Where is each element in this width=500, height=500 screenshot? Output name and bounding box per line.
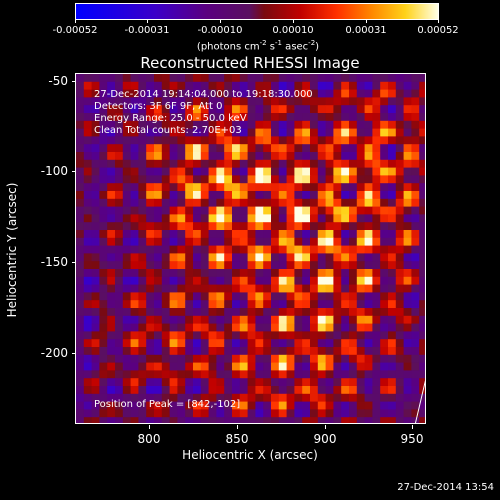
- plot-title: Reconstructed RHESSI Image: [140, 54, 360, 72]
- detectors-annotation: Detectors: 3F 6F 9F, Att 0: [94, 101, 223, 112]
- time-range-annotation: 27-Dec-2014 19:14:04.000 to 19:18:30.000: [94, 89, 313, 100]
- colorbar-tick: [293, 19, 294, 23]
- x-tick: [149, 425, 150, 429]
- energy-annotation: Energy Range: 25.0 - 50.0 keV: [94, 113, 247, 124]
- colorbar-tick-label: 0.00052: [417, 25, 459, 36]
- y-tick: [72, 262, 76, 263]
- colorbar: [75, 3, 439, 20]
- colorbar-tick-label: 0.00031: [345, 25, 387, 36]
- y-axis-title: Heliocentric Y (arcsec): [5, 182, 19, 318]
- x-tick: [412, 425, 413, 429]
- y-tick: [72, 353, 76, 354]
- peak-position-annotation: Position of Peak = [842,-102]: [94, 399, 241, 410]
- y-tick-label: -100: [40, 164, 68, 178]
- x-tick-label: 850: [225, 432, 249, 446]
- timestamp: 27-Dec-2014 13:54: [397, 482, 494, 493]
- rhessi-image-map: [76, 74, 425, 423]
- x-tick-label: 800: [137, 432, 161, 446]
- y-tick: [72, 81, 76, 82]
- colorbar-tick: [220, 19, 221, 23]
- colorbar-tick-label: -0.00010: [197, 25, 243, 36]
- image-plot[interactable]: 27-Dec-2014 19:14:04.000 to 19:18:30.000…: [75, 73, 426, 424]
- y-tick-label: -50: [48, 74, 68, 88]
- x-tick: [325, 425, 326, 429]
- x-tick-label: 900: [313, 432, 337, 446]
- colorbar-tick-label: -0.00052: [52, 25, 98, 36]
- colorbar-units: (photons cm-2 s-1 asec-2): [196, 39, 320, 53]
- colorbar-tick: [147, 19, 148, 23]
- limb-line: [414, 380, 425, 423]
- colorbar-tick-label: 0.00010: [272, 25, 314, 36]
- colorbar-tick-label: -0.00031: [124, 25, 170, 36]
- colorbar-tick: [366, 19, 367, 23]
- colorbar-gradient: [76, 4, 438, 19]
- y-tick-label: -150: [40, 255, 68, 269]
- clean-annotation: Clean Total counts: 2.70E+03: [94, 125, 242, 136]
- colorbar-tick: [438, 19, 439, 23]
- y-tick: [72, 171, 76, 172]
- colorbar-tick: [75, 19, 76, 23]
- y-tick-label: -200: [40, 346, 68, 360]
- x-tick-label: 950: [400, 432, 424, 446]
- x-axis-title: Heliocentric X (arcsec): [182, 448, 318, 462]
- x-tick: [237, 425, 238, 429]
